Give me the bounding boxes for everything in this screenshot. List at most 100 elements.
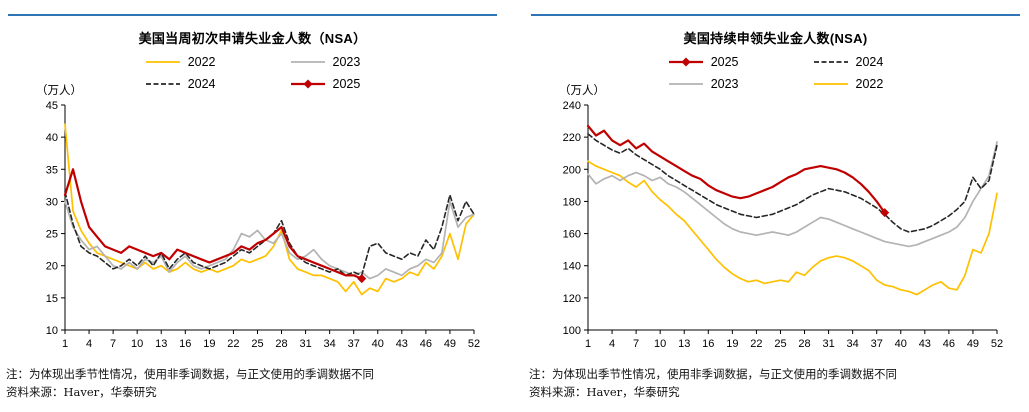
x-tick-label: 31 bbox=[299, 338, 311, 350]
x-tick-label: 19 bbox=[726, 338, 738, 350]
note-text: 注：为体现出季节性情况，使用非季调数据，与正文使用的季调数据不同 bbox=[6, 367, 374, 381]
legend-item-2022: 2022 bbox=[813, 76, 884, 91]
series-line-2024 bbox=[587, 133, 998, 233]
y-tick-label: 140 bbox=[563, 261, 581, 273]
panel-top-rule bbox=[531, 14, 1020, 16]
legend-item-2022: 2022 bbox=[145, 55, 216, 69]
continuing-claims-panel: 美国持续申领失业金人数(NSA) 2025 2024 2023 2022 （万人） 1… bbox=[531, 14, 1020, 357]
x-tick-label: 10 bbox=[131, 338, 143, 350]
x-tick-label: 28 bbox=[798, 338, 810, 350]
x-tick-label: 19 bbox=[203, 338, 215, 350]
y-tick-label: 240 bbox=[563, 100, 581, 112]
x-tick-label: 13 bbox=[678, 338, 690, 350]
legend-label-2025: 2025 bbox=[332, 76, 361, 91]
series-line-2025 bbox=[63, 168, 363, 280]
y-tick-label: 220 bbox=[563, 132, 581, 144]
legend-label-2022: 2022 bbox=[187, 54, 216, 69]
x-tick-label: 40 bbox=[895, 338, 907, 350]
axes bbox=[61, 104, 475, 334]
x-tick-label: 31 bbox=[822, 338, 834, 350]
legend-swatch-2024 bbox=[813, 60, 848, 63]
x-tick-label: 40 bbox=[372, 338, 384, 350]
legend-label-2022: 2022 bbox=[855, 76, 884, 91]
x-tick-label: 43 bbox=[396, 338, 408, 350]
y-tick-label: 180 bbox=[563, 196, 581, 208]
x-tick-label: 25 bbox=[774, 338, 786, 350]
x-tick-label: 49 bbox=[967, 338, 979, 350]
series-line-2023 bbox=[587, 141, 998, 248]
x-tick-label: 25 bbox=[251, 338, 263, 350]
legend-item-2024: 2024 bbox=[145, 77, 216, 91]
y-axis-unit-label: （万人） bbox=[36, 85, 82, 97]
y-axis-unit-label: （万人） bbox=[559, 85, 605, 97]
legend-swatch-2024 bbox=[145, 82, 180, 85]
y-tick-label: 120 bbox=[563, 293, 581, 305]
legend-item-2024: 2024 bbox=[813, 54, 884, 69]
source-text: 资料来源：Haver，华泰研究 bbox=[529, 384, 680, 399]
legend-label-2024: 2024 bbox=[187, 76, 216, 91]
legend-swatch-2025 bbox=[290, 79, 325, 88]
legend-label-2025: 2025 bbox=[710, 54, 739, 69]
y-tick-label: 20 bbox=[46, 261, 58, 273]
x-tick-label: 13 bbox=[155, 338, 167, 350]
legend-item-2025: 2025 bbox=[668, 55, 739, 69]
series-line-2022 bbox=[64, 123, 475, 296]
chart-title: 美国持续申领失业金人数(NSA) bbox=[683, 31, 868, 46]
note-text: 注：为体现出季节性情况，使用非季调数据，与正文使用的季调数据不同 bbox=[529, 367, 897, 381]
x-tick-label: 34 bbox=[847, 338, 859, 350]
series-end-marker-2025 bbox=[357, 274, 367, 284]
legend-label-2023: 2023 bbox=[332, 54, 361, 69]
x-tick-label: 1 bbox=[62, 338, 68, 350]
x-tick-label: 46 bbox=[420, 338, 432, 350]
y-tick-label: 100 bbox=[563, 325, 581, 337]
x-tick-label: 16 bbox=[179, 338, 191, 350]
y-tick-label: 160 bbox=[563, 229, 581, 241]
y-tick-label: 15 bbox=[46, 293, 58, 305]
y-tick-label: 25 bbox=[46, 229, 58, 241]
y-tick-label: 10 bbox=[46, 325, 58, 337]
series-line-2023 bbox=[64, 200, 475, 280]
chart-footnote-right: 注：为体现出季节性情况，使用非季调数据，与正文使用的季调数据不同 资料来源：Ha… bbox=[529, 366, 1029, 402]
x-tick-label: 7 bbox=[110, 338, 116, 350]
x-tick-label: 4 bbox=[86, 338, 92, 350]
legend-swatch-2023 bbox=[290, 60, 325, 63]
legend-label-2023: 2023 bbox=[710, 76, 739, 91]
x-tick-label: 1 bbox=[585, 338, 591, 350]
legend-item-2023: 2023 bbox=[290, 54, 361, 69]
y-tick-label: 35 bbox=[46, 164, 58, 176]
x-tick-label: 46 bbox=[943, 338, 955, 350]
x-tick-label: 52 bbox=[468, 338, 480, 350]
source-text: 资料来源：Haver，华泰研究 bbox=[6, 384, 157, 399]
legend-swatch-2022 bbox=[145, 60, 180, 63]
chart-title: 美国当周初次申请失业金人数（NSA） bbox=[138, 31, 367, 46]
legend-label-2024: 2024 bbox=[855, 54, 884, 69]
y-tick-label: 45 bbox=[46, 100, 58, 112]
panel-top-rule bbox=[8, 14, 497, 16]
x-tick-label: 22 bbox=[227, 338, 239, 350]
y-tick-label: 40 bbox=[46, 132, 58, 144]
x-tick-label: 37 bbox=[348, 338, 360, 350]
initial-claims-panel: 美国当周初次申请失业金人数（NSA） 2022 2023 2024 2025 （万人）… bbox=[8, 14, 497, 357]
series-line-2022 bbox=[587, 160, 998, 296]
series-end-marker-2025 bbox=[880, 208, 890, 218]
series-line-2024 bbox=[64, 191, 475, 277]
x-tick-label: 37 bbox=[871, 338, 883, 350]
legend-item-2023: 2023 bbox=[668, 77, 739, 91]
line-chart: 10 15 20 25 30 35 40 45 1 4 7 10 13 16 19 22 25 28 31 34 37 4… bbox=[46, 100, 480, 350]
legend-swatch-2023 bbox=[668, 82, 703, 85]
x-tick-label: 16 bbox=[702, 338, 714, 350]
x-tick-label: 34 bbox=[324, 338, 336, 350]
chart-legend: 2025 2024 2023 2022 bbox=[531, 52, 1020, 93]
x-tick-label: 49 bbox=[444, 338, 456, 350]
x-tick-label: 4 bbox=[609, 338, 615, 350]
chart-footnote-left: 注：为体现出季节性情况，使用非季调数据，与正文使用的季调数据不同 资料来源：Ha… bbox=[6, 366, 511, 402]
x-tick-label: 10 bbox=[654, 338, 666, 350]
legend-item-2025: 2025 bbox=[290, 76, 361, 91]
x-tick-label: 52 bbox=[991, 338, 1003, 350]
x-tick-label: 7 bbox=[633, 338, 639, 350]
legend-swatch-2025 bbox=[668, 57, 703, 66]
line-chart: 100 120 140 160 180 200 220 240 1 4 7 10 13 16 19 22 25 2… bbox=[563, 100, 1003, 350]
x-tick-label: 28 bbox=[275, 338, 287, 350]
chart-legend: 2022 2023 2024 2025 bbox=[8, 52, 497, 93]
y-tick-label: 200 bbox=[563, 164, 581, 176]
